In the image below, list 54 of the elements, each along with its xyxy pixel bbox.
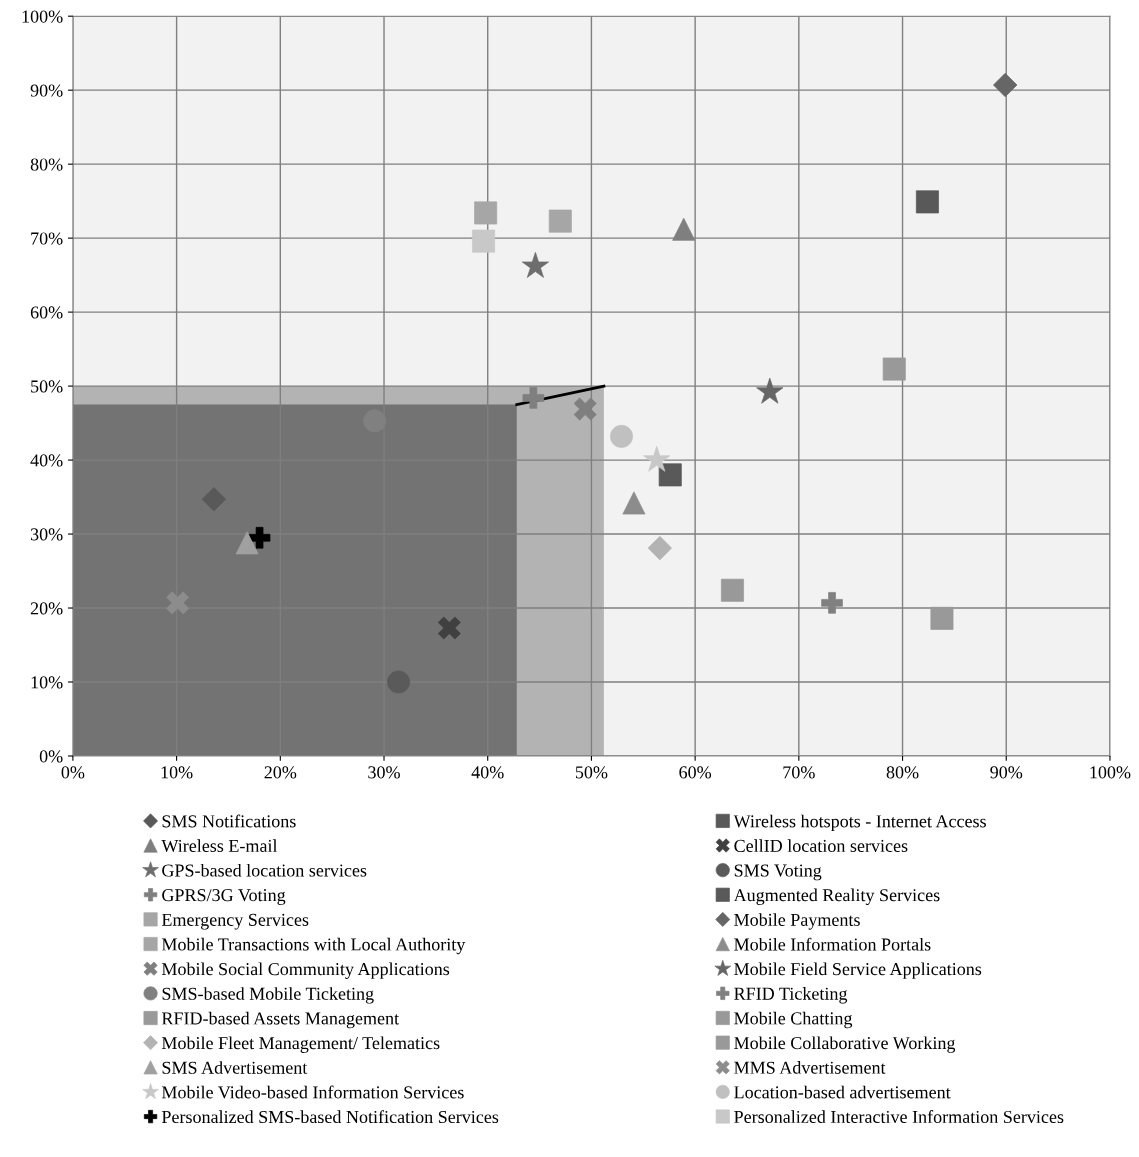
- point: [930, 606, 954, 630]
- legend-label: Mobile Transactions with Local Authority: [161, 937, 466, 955]
- x-tick-label: 80%: [886, 766, 919, 779]
- legend-label: GPRS/3G Voting: [162, 889, 286, 905]
- x-tick-label: 70%: [783, 766, 815, 779]
- legend-label: Mobile Video-based Information Services: [161, 1085, 464, 1099]
- legend-label: Mobile Chatting: [734, 1011, 853, 1029]
- y-tick-label: 30%: [30, 528, 63, 541]
- point: [437, 616, 461, 640]
- legend-label: Personalized Interactive Information Services: [734, 1110, 1064, 1124]
- legend-label: Wireless E-mail: [161, 839, 278, 853]
- y-tick-label: 80%: [30, 158, 63, 171]
- x-tick-label: 20%: [264, 766, 297, 779]
- legend-label: SMS Notifications: [162, 814, 296, 828]
- y-tick-label: 20%: [30, 602, 63, 615]
- point: [472, 229, 496, 253]
- legend-label: MMS Advertisement: [734, 1061, 886, 1074]
- x-tick-label: 40%: [471, 766, 504, 779]
- y-tick-label: 100%: [22, 10, 63, 23]
- x-tick-label: 10%: [161, 766, 193, 779]
- y-tick-label: 40%: [30, 454, 63, 467]
- legend-label: SMS Advertisement: [162, 1061, 308, 1074]
- y-tick-label: 60%: [30, 306, 63, 319]
- legend-label: Augmented Reality Services: [733, 888, 940, 905]
- x-tick-label: 0%: [61, 766, 85, 779]
- legend-label: Mobile Fleet Management/ Telematics: [161, 1036, 440, 1053]
- point: [915, 190, 939, 214]
- legend-label: RFID Ticketing: [734, 987, 848, 1004]
- legend-label: Emergency Services: [161, 913, 309, 930]
- x-tick-label: 30%: [368, 766, 400, 779]
- legend-label: Location-based advertisement: [734, 1085, 951, 1099]
- point: [721, 578, 744, 602]
- y-tick-label: 70%: [31, 232, 63, 245]
- legend-label: Mobile Payments: [734, 913, 860, 930]
- y-tick-label: 90%: [30, 84, 63, 97]
- x-tick-label: 60%: [679, 766, 712, 779]
- point: [166, 591, 190, 615]
- legend-label: SMS Voting: [734, 864, 822, 881]
- x-tick-label: 50%: [575, 766, 608, 779]
- legend-label: Mobile Field Service Applications: [734, 962, 982, 979]
- legend-label: Wireless hotspots - Internet Access: [733, 814, 986, 832]
- legend-label: Mobile Collaborative Working: [734, 1036, 956, 1053]
- legend-label: RFID-based Assets Management: [161, 1011, 399, 1029]
- legend-label: Mobile Social Community Applications: [161, 962, 450, 979]
- x-tick-label: 90%: [990, 766, 1023, 779]
- legend-label: SMS-based Mobile Ticketing: [162, 987, 374, 1004]
- y-tick-label: 10%: [31, 676, 63, 689]
- y-tick-label: 50%: [31, 380, 63, 393]
- legend-label: Mobile Information Portals: [734, 937, 931, 951]
- x-tick-label: 100%: [1090, 766, 1131, 779]
- legend-label: CellID location services: [734, 839, 908, 853]
- legend-label: Personalized SMS-based Notification Services: [161, 1110, 499, 1124]
- y-tick-label: 0%: [39, 750, 63, 763]
- legend-label: GPS-based location services: [162, 863, 367, 877]
